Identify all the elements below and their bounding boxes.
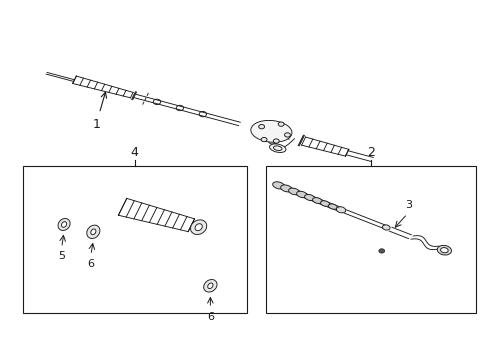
Ellipse shape: [58, 219, 70, 230]
Ellipse shape: [336, 207, 345, 213]
Text: 1: 1: [93, 118, 101, 131]
Ellipse shape: [328, 204, 337, 209]
Ellipse shape: [86, 225, 100, 239]
Bar: [266, 166, 475, 313]
Ellipse shape: [261, 138, 266, 142]
Ellipse shape: [61, 222, 66, 227]
Ellipse shape: [280, 185, 291, 192]
Bar: [22, 166, 246, 313]
Ellipse shape: [272, 182, 284, 189]
Ellipse shape: [273, 139, 279, 143]
Ellipse shape: [440, 248, 447, 253]
Ellipse shape: [284, 133, 290, 137]
Ellipse shape: [382, 225, 389, 230]
Ellipse shape: [269, 144, 285, 153]
Text: 5: 5: [58, 251, 65, 261]
Ellipse shape: [296, 191, 306, 198]
Ellipse shape: [190, 220, 206, 234]
Ellipse shape: [203, 279, 217, 292]
Ellipse shape: [304, 194, 314, 201]
Ellipse shape: [195, 224, 202, 231]
Ellipse shape: [436, 246, 450, 255]
Ellipse shape: [312, 198, 322, 203]
Ellipse shape: [91, 229, 96, 235]
Ellipse shape: [207, 283, 213, 289]
Ellipse shape: [258, 125, 264, 129]
Ellipse shape: [288, 188, 299, 195]
Ellipse shape: [320, 201, 329, 206]
Ellipse shape: [378, 249, 384, 253]
Text: 2: 2: [366, 146, 374, 159]
Text: 4: 4: [131, 146, 139, 159]
Ellipse shape: [278, 122, 284, 126]
Text: 6: 6: [87, 259, 94, 269]
Text: 6: 6: [206, 312, 213, 321]
Text: 3: 3: [404, 200, 411, 210]
Ellipse shape: [250, 120, 291, 142]
